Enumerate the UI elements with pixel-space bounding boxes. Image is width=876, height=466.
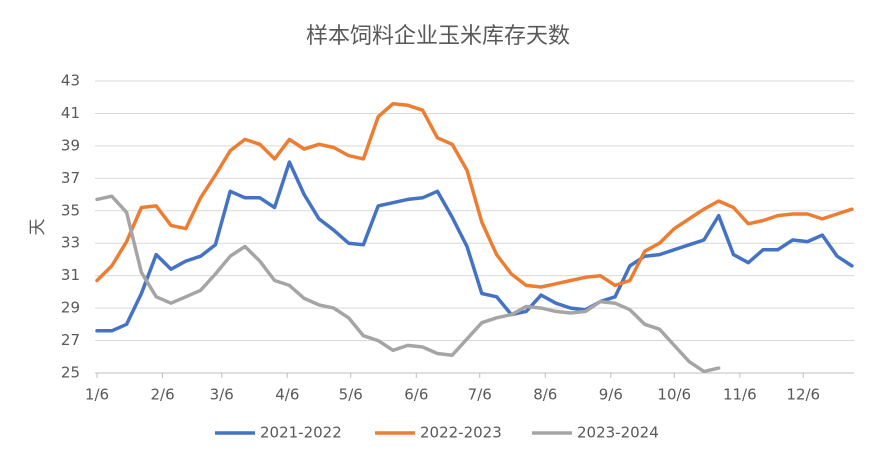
chart-title: 样本饲料企业玉米库存天数: [306, 24, 570, 49]
legend-label: 2023-2024: [577, 424, 659, 442]
x-tick-label: 6/6: [404, 386, 428, 404]
x-tick-label: 5/6: [339, 386, 363, 404]
x-tick-label: 10/6: [657, 386, 691, 404]
y-tick-label: 31: [61, 266, 80, 284]
y-tick-label: 29: [61, 299, 80, 317]
line-series: [95, 160, 854, 333]
x-tick-label: 4/6: [275, 386, 299, 404]
x-tick-label: 3/6: [210, 386, 234, 404]
y-tick-label: 43: [61, 72, 80, 90]
x-tick-label: 11/6: [723, 386, 757, 404]
y-tick-label: 25: [61, 364, 80, 382]
legend-label: 2021-2022: [260, 424, 342, 442]
x-tick-label: 9/6: [599, 386, 623, 404]
y-tick-label: 35: [61, 201, 80, 219]
legend-label: 2022-2023: [420, 424, 502, 442]
y-tick-label: 27: [61, 331, 80, 349]
y-axis-label: 天: [28, 219, 48, 236]
x-tick-label: 1/6: [85, 386, 109, 404]
x-tick-label: 2/6: [150, 386, 174, 404]
y-tick-label: 39: [61, 136, 80, 154]
line-series: [95, 101, 854, 289]
x-tick-label: 7/6: [468, 386, 492, 404]
x-tick-label: 8/6: [533, 386, 557, 404]
y-tick-label: 33: [61, 234, 80, 252]
y-tick-label: 37: [61, 169, 80, 187]
y-tick-label: 41: [61, 104, 80, 122]
line-series: [95, 194, 721, 374]
x-tick-label: 12/6: [786, 386, 820, 404]
